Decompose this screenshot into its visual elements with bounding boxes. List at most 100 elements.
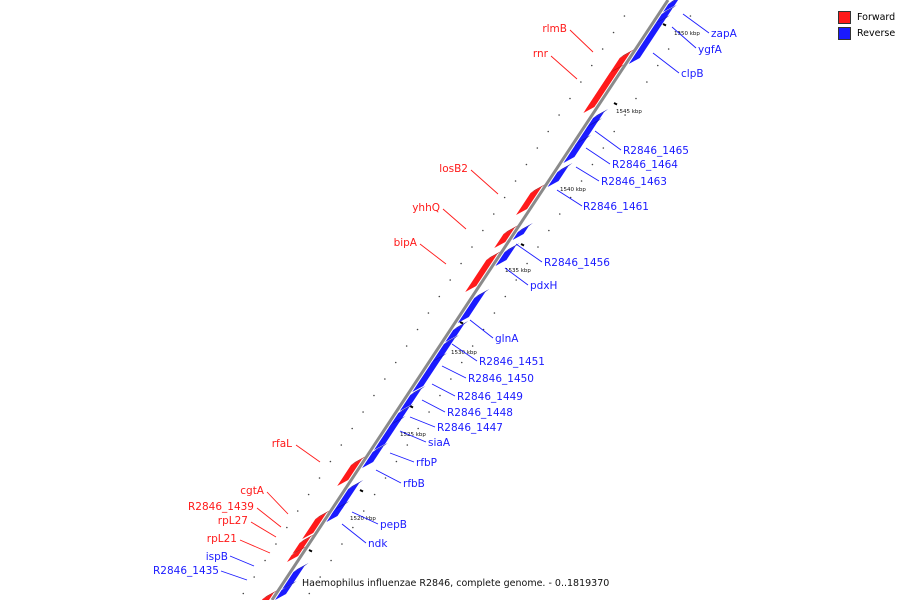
gene-block-face — [337, 459, 363, 486]
minor-tick-dot — [428, 411, 430, 413]
minor-tick-dot — [514, 180, 517, 182]
gene-block-top — [390, 416, 406, 425]
leader-line — [556, 189, 583, 207]
gene-block-face — [302, 513, 327, 539]
major-tick-mark — [613, 102, 618, 106]
gene-block-top — [593, 109, 609, 118]
gene-label-reverse[interactable]: R2846_1463 — [601, 176, 667, 188]
leader-line — [442, 208, 467, 230]
tick-label: 1540 kbp — [560, 187, 586, 193]
gene-label-reverse[interactable]: glnA — [495, 333, 519, 345]
gene-label-forward[interactable]: yhhQ — [412, 202, 440, 214]
gene-label-forward[interactable]: cgtA — [240, 485, 265, 497]
major-tick-mark — [359, 489, 364, 493]
leader-line — [441, 365, 467, 379]
gene-label-reverse[interactable]: R2846_1451 — [479, 356, 545, 368]
forward-labels: rlmB rnr losB2 yhhQ bipA rfaL cgtA R2846… — [188, 23, 567, 545]
gene-label-reverse[interactable]: R2846_1449 — [457, 391, 523, 403]
gene-block-forward — [287, 546, 307, 562]
tick-label: 1550 kbp — [674, 31, 700, 37]
gene-label-reverse[interactable]: pdxH — [530, 280, 557, 292]
leader-line — [469, 319, 494, 339]
gene-block-reverse — [399, 386, 426, 411]
gene-block-top — [587, 118, 603, 127]
tick-label: 1530 kbp — [451, 350, 477, 356]
gene-label-reverse[interactable]: R2846_1450 — [468, 373, 534, 385]
gene-label-reverse[interactable]: R2846_1461 — [583, 201, 649, 213]
gene-label-reverse[interactable]: rfbP — [416, 457, 437, 469]
minor-tick-dot — [646, 81, 648, 83]
gene-block-forward — [292, 534, 315, 554]
leader-line — [229, 555, 255, 567]
minor-tick-dot — [384, 378, 386, 380]
gene-block-face — [663, 0, 679, 12]
minor-tick-dot — [308, 592, 311, 595]
minor-tick-dot — [569, 97, 571, 100]
tick-label: 1525 kbp — [400, 432, 426, 438]
gene-label-forward[interactable]: losB2 — [439, 163, 468, 175]
gene-label-forward[interactable]: R2846_1439 — [188, 501, 254, 513]
gene-block-reverse — [275, 581, 297, 600]
map-caption: Haemophilus influenzae R2846, complete g… — [302, 578, 610, 589]
gene-block-forward — [585, 64, 625, 110]
gene-block-reverse — [412, 353, 448, 392]
gene-label-reverse[interactable]: zapA — [711, 28, 738, 40]
gene-block-top — [291, 546, 307, 555]
gene-block-face — [547, 166, 569, 187]
minor-tick-dot — [362, 411, 364, 413]
gene-label-forward[interactable]: rpL21 — [207, 533, 237, 545]
gene-label-reverse[interactable]: R2846_1464 — [612, 159, 678, 171]
gene-block-top — [530, 184, 546, 193]
minor-tick-dot — [493, 312, 496, 314]
tick-label: 1545 kbp — [616, 109, 642, 115]
leader-line — [569, 29, 594, 53]
gene-label-reverse[interactable]: R2846_1465 — [623, 145, 689, 157]
gene-label-reverse[interactable]: ygfA — [698, 44, 723, 56]
gene-label-reverse[interactable]: clpB — [681, 68, 704, 80]
gene-label-forward[interactable]: rnr — [533, 48, 549, 60]
minor-tick-dot — [395, 460, 398, 463]
gene-blocks — [261, 0, 679, 600]
legend-item-forward: Forward — [838, 9, 895, 25]
gene-label-reverse[interactable]: siaA — [428, 437, 451, 449]
minor-tick-dot — [330, 559, 332, 562]
major-tick-mark — [662, 23, 667, 27]
major-tick-mark — [459, 321, 464, 325]
minor-tick-dot — [525, 163, 528, 166]
gene-block-face — [585, 67, 621, 110]
minor-tick-dot — [341, 543, 343, 545]
gene-block-reverse — [655, 5, 677, 24]
gene-label-forward[interactable]: rpL27 — [218, 515, 248, 527]
gene-label-reverse[interactable]: R2846_1447 — [437, 422, 503, 434]
leader-line — [389, 452, 415, 463]
gene-label-forward[interactable]: bipA — [394, 237, 418, 249]
leader-line — [250, 521, 277, 538]
leader-line — [409, 416, 436, 428]
genome-axis — [270, 0, 670, 600]
leader-line — [419, 243, 447, 265]
gene-label-reverse[interactable]: ispB — [206, 551, 228, 563]
gene-block-forward — [337, 456, 367, 486]
gene-label-reverse[interactable]: R2846_1456 — [544, 257, 610, 269]
gene-label-reverse[interactable]: R2846_1448 — [447, 407, 513, 419]
minor-tick-dot — [515, 279, 517, 281]
minor-tick-dot — [547, 130, 550, 133]
gene-label-reverse[interactable]: rfbB — [403, 478, 425, 490]
gene-block-top — [453, 321, 469, 330]
gene-label-reverse[interactable]: ndk — [368, 538, 388, 550]
minor-tick-dot — [416, 328, 419, 331]
minor-tick-dot — [492, 213, 495, 215]
leader-line — [470, 169, 499, 195]
gene-block-top — [410, 386, 426, 395]
gene-label-forward[interactable]: rfaL — [272, 438, 292, 450]
gene-block-face — [374, 419, 402, 450]
legend-item-reverse: Reverse — [838, 25, 895, 41]
gene-block-reverse — [445, 321, 469, 342]
gene-block-top — [474, 289, 490, 298]
gene-label-reverse[interactable]: R2846_1435 — [153, 565, 219, 577]
gene-block-top — [504, 243, 520, 252]
minor-tick-dot — [613, 130, 616, 133]
minor-tick-dot — [602, 147, 605, 149]
gene-label-reverse[interactable]: pepB — [380, 519, 407, 531]
gene-label-forward[interactable]: rlmB — [542, 23, 567, 35]
